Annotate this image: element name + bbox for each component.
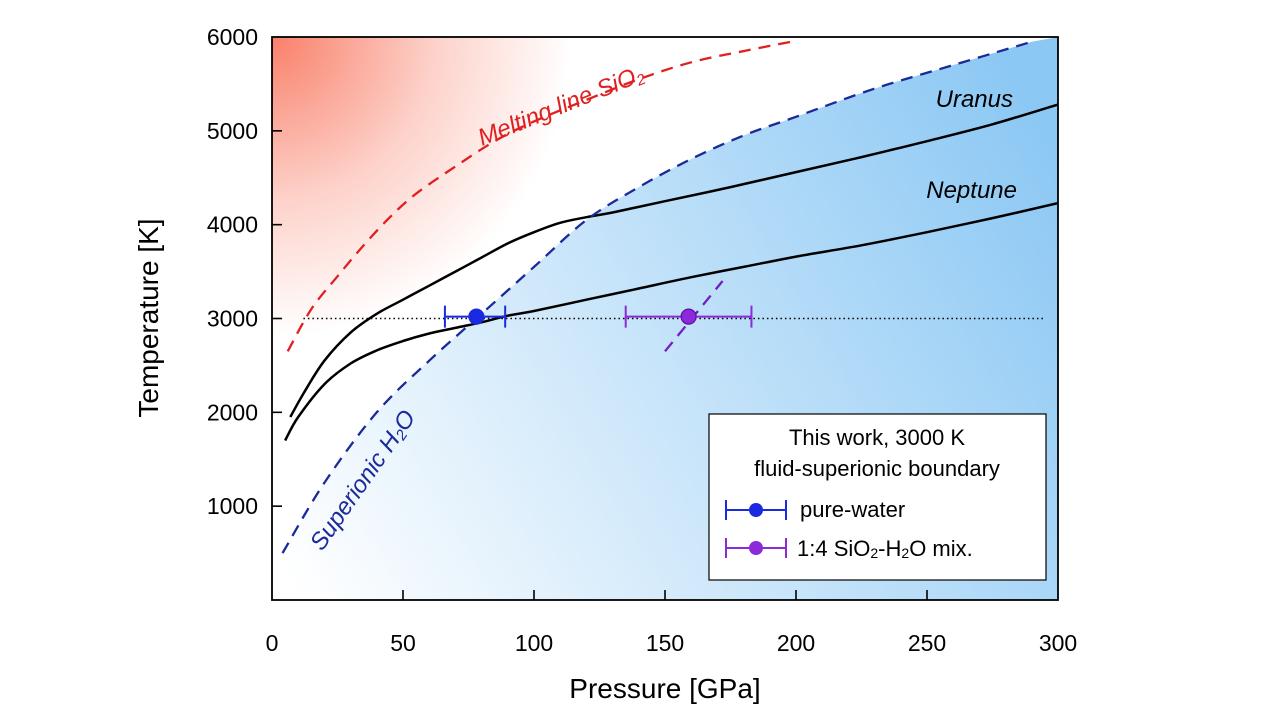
legend-swatch-marker [749, 503, 763, 517]
x-tick-label: 150 [646, 630, 684, 656]
series-layer [281, 39, 1058, 554]
series-line-uranus [289, 103, 1058, 418]
x-tick-label: 100 [515, 630, 553, 656]
x-tick-label: 250 [908, 630, 946, 656]
y-tick-label: 2000 [207, 399, 258, 425]
legend-mix-sub: 2 [870, 545, 878, 561]
legend-mix-sub: 2 [901, 545, 909, 561]
point-1-4-sio2-h2o-mix- [680, 308, 697, 325]
points-layer [443, 305, 753, 328]
y-tick-label: 4000 [207, 212, 258, 238]
annotation-uranus: Uranus [936, 86, 1013, 113]
legend-mix-part: O mix. [909, 536, 973, 561]
legend-title-line1: This work, 3000 K [789, 425, 965, 450]
legend-label-mix: 1:4 SiO2-H2O mix. [797, 536, 973, 561]
legend-mix-part: -H [878, 536, 901, 561]
point-pure-water [468, 308, 485, 325]
x-tick-label: 50 [390, 630, 416, 656]
y-tick-label: 6000 [207, 24, 258, 50]
legend-title-line2: fluid-superionic boundary [754, 456, 1000, 481]
annotation-neptune: Neptune [926, 177, 1017, 204]
legend-swatch-marker [749, 541, 763, 555]
series-line-superionic-h2o [281, 40, 1033, 554]
legend-entry-pure-water: pure-water [725, 497, 905, 522]
x-axis-title: Pressure [GPa] [569, 673, 760, 704]
legend-mix-part: 1:4 SiO [797, 536, 870, 561]
y-tick-label: 1000 [207, 493, 258, 519]
y-tick-label: 5000 [207, 118, 258, 144]
legend: This work, 3000 K fluid-superionic bound… [708, 413, 1047, 581]
legend-box [708, 413, 1047, 581]
x-tick-label: 300 [1039, 630, 1077, 656]
series-line-melting-line-sio2 [286, 39, 797, 352]
x-tick-label: 0 [266, 630, 279, 656]
x-tick-label: 200 [777, 630, 815, 656]
y-tick-label: 3000 [207, 306, 258, 332]
y-axis-title: Temperature [K] [133, 218, 164, 417]
ticks-layer: 0 50 100 150 200 250 300 1000 2000 3000 4000 5000 60… [207, 24, 1077, 656]
series-line-neptune [284, 201, 1058, 442]
legend-label-pure-water: pure-water [800, 497, 905, 522]
legend-entry-mix: 1:4 SiO2-H2O mix. [725, 536, 973, 561]
